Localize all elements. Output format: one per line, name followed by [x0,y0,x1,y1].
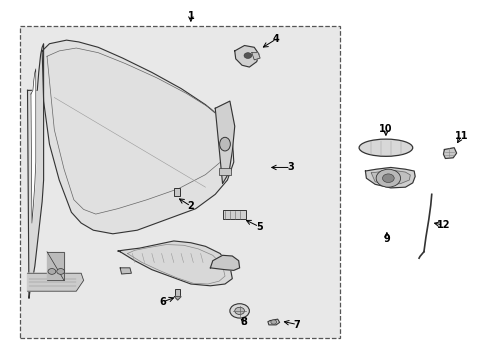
Polygon shape [370,171,409,185]
Bar [175,289,180,296]
Text: 1: 1 [187,11,194,21]
Polygon shape [42,40,233,234]
Text: 3: 3 [287,162,294,172]
Polygon shape [210,255,239,270]
Circle shape [57,269,64,274]
Text: 6: 6 [159,297,165,307]
Polygon shape [47,252,64,280]
Circle shape [270,320,276,324]
Text: 11: 11 [454,131,468,141]
Polygon shape [234,45,259,67]
Ellipse shape [358,139,412,156]
Text: 10: 10 [378,124,392,134]
Polygon shape [251,53,260,60]
Text: 8: 8 [240,317,246,327]
Bar [219,168,231,175]
Polygon shape [27,44,43,298]
Text: 4: 4 [272,34,279,44]
Polygon shape [31,69,36,223]
Polygon shape [27,273,83,291]
Circle shape [382,174,393,183]
Polygon shape [365,167,414,188]
Text: 2: 2 [187,201,194,211]
Bar [222,211,245,220]
Bar [20,26,339,338]
Circle shape [375,169,400,187]
Ellipse shape [219,137,230,151]
Circle shape [229,304,249,318]
Text: 7: 7 [293,320,300,329]
Bar [173,188,179,196]
Polygon shape [120,268,131,274]
Text: 12: 12 [436,220,449,230]
Polygon shape [118,241,232,286]
Polygon shape [174,297,181,300]
Circle shape [244,53,251,58]
Polygon shape [215,101,234,184]
Polygon shape [443,148,456,158]
Circle shape [48,269,56,274]
Text: 9: 9 [383,234,389,244]
Circle shape [234,307,244,315]
Polygon shape [267,319,279,325]
Text: 5: 5 [255,222,262,231]
